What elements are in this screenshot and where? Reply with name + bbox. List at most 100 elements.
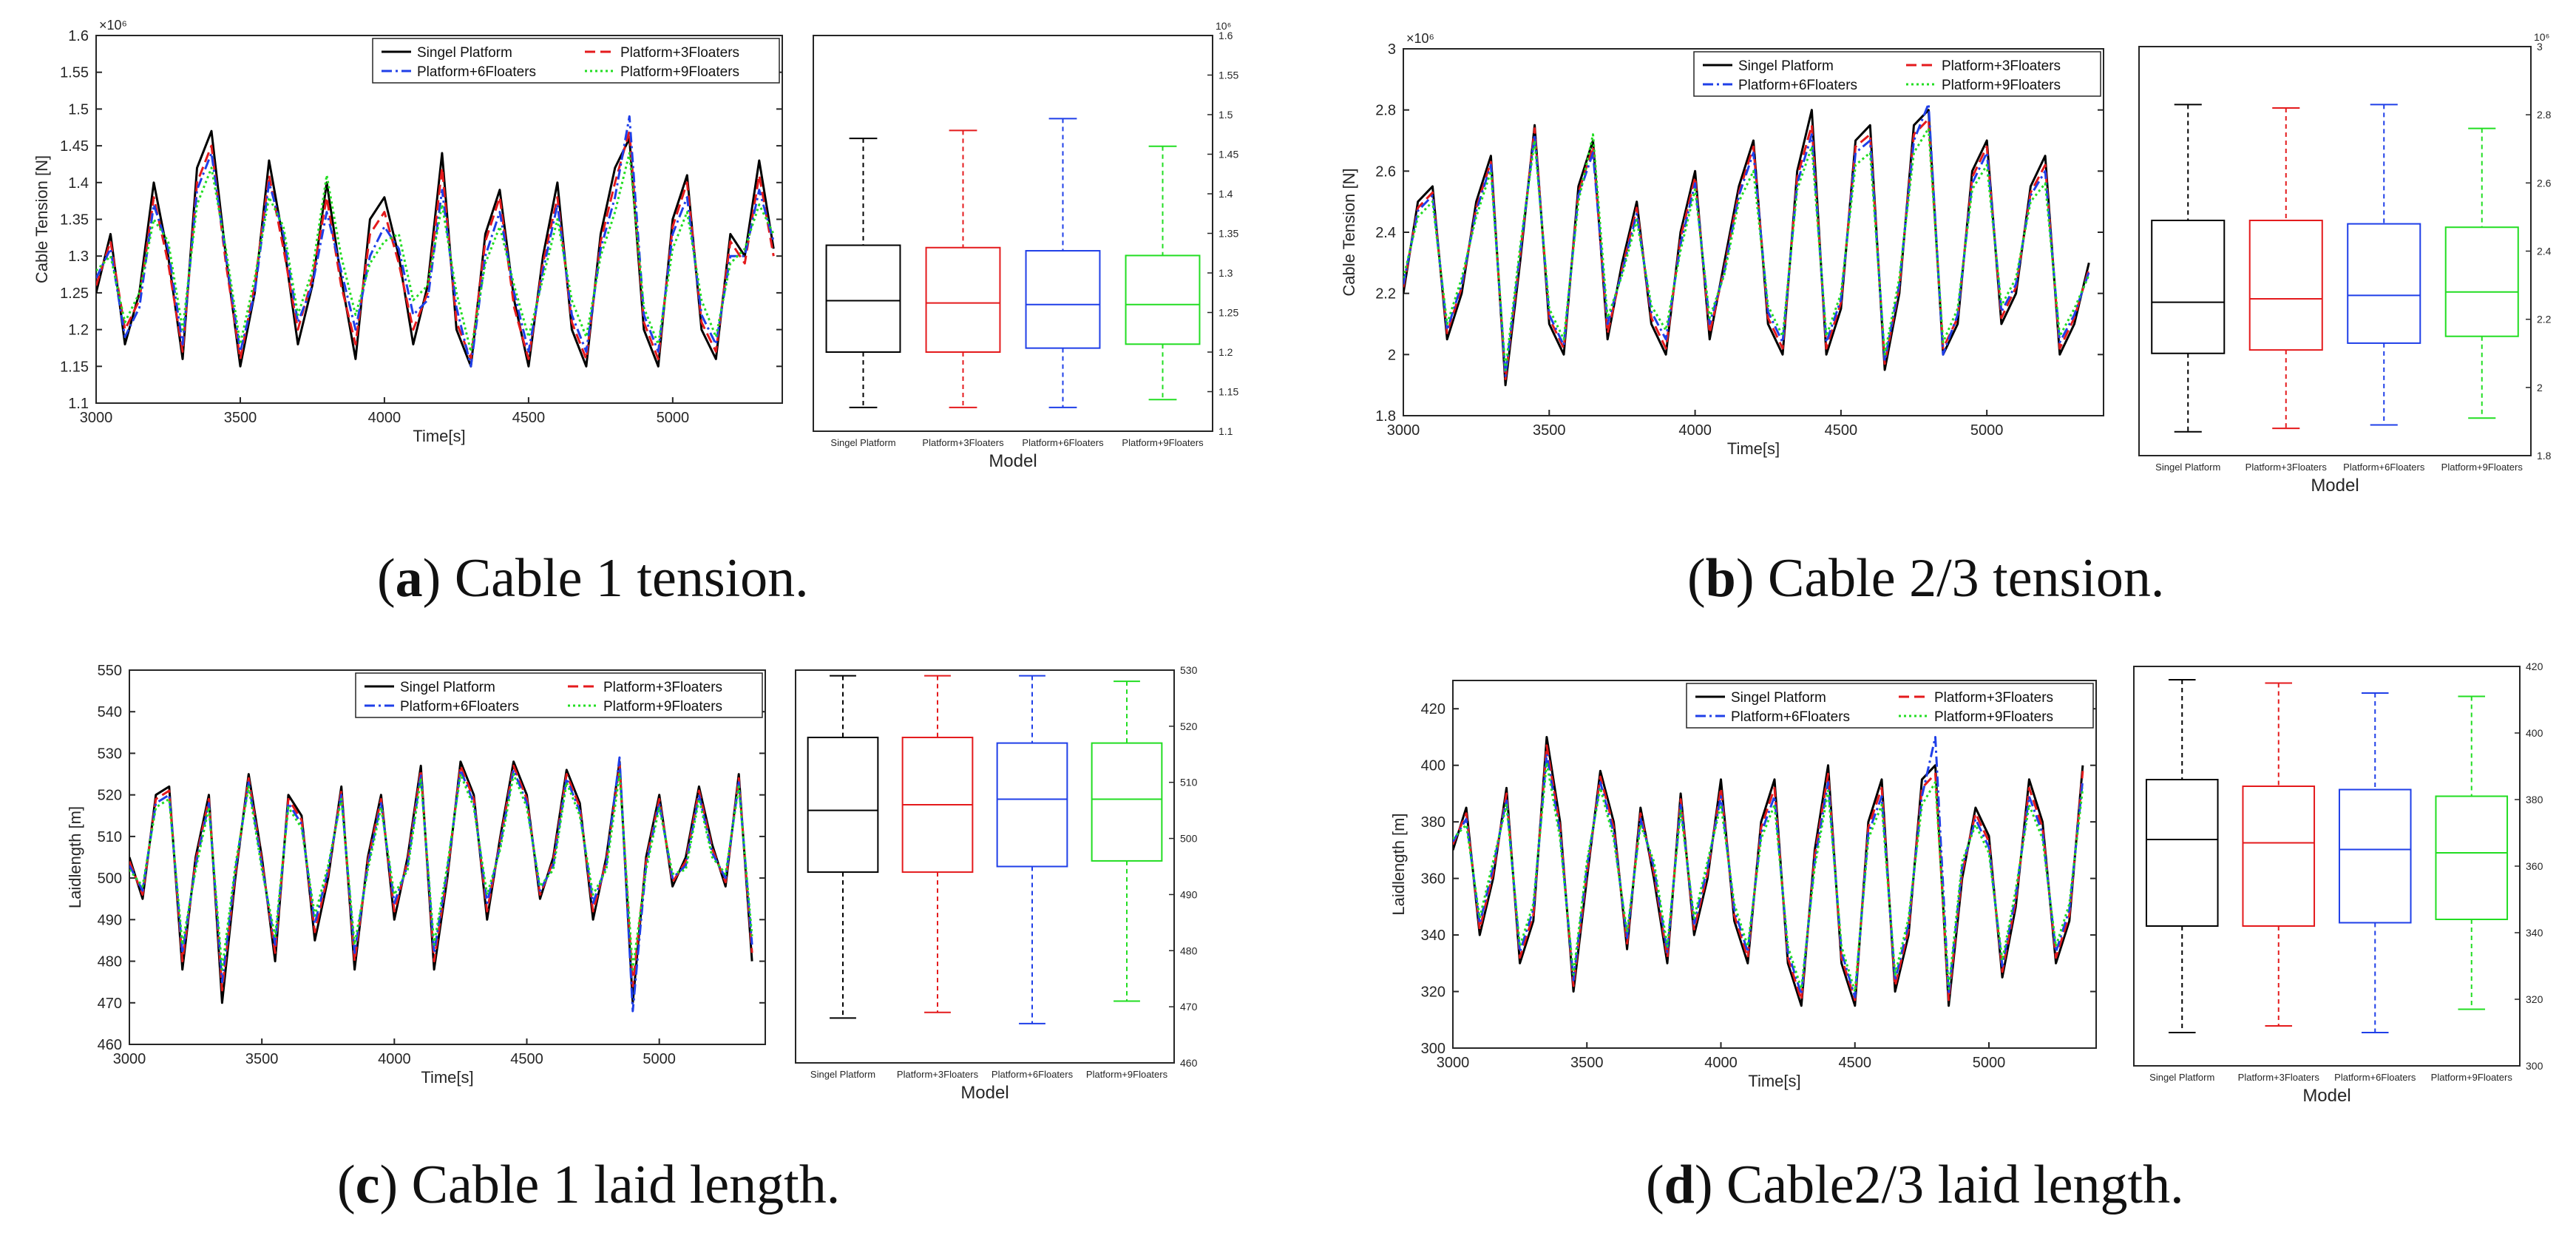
x-tick-label: 3000	[1437, 1055, 1470, 1071]
box-y-scale-note: 10⁶	[2534, 31, 2549, 43]
box-y-tick-label: 1.25	[1218, 307, 1238, 319]
y-scale-note: ×10⁶	[99, 18, 127, 33]
y-tick-label: 2	[1388, 347, 1396, 363]
y-tick-label: 1.35	[60, 212, 89, 229]
box-y-tick-label: 1.2	[1218, 346, 1233, 358]
box-category-label: Platform+3Floaters	[897, 1069, 979, 1080]
box-iqr	[807, 737, 879, 874]
y-tick-label: 500	[98, 871, 122, 887]
x-tick-label: 4000	[1678, 422, 1712, 439]
x-axis-label: Time[s]	[1727, 439, 1780, 458]
y-tick-label: 540	[98, 704, 122, 720]
box-y-tick-label: 520	[1180, 720, 1198, 732]
box-category-label: Singel Platform	[2149, 1072, 2214, 1083]
x-tick-label: 4000	[368, 410, 401, 426]
box-iqr	[1091, 742, 1163, 862]
box-y-tick-label: 2.8	[2537, 109, 2552, 121]
x-tick-label: 3500	[1570, 1055, 1604, 1071]
y-tick-label: 420	[1421, 701, 1445, 717]
series-line-4	[129, 773, 753, 971]
y-tick-label: 2.4	[1375, 225, 1396, 241]
legend-label: Platform+6Floaters	[417, 64, 536, 80]
x-tick-label: 3500	[1533, 422, 1566, 439]
box-category-label: Platform+3Floaters	[2238, 1072, 2320, 1083]
x-tick-label: 5000	[1973, 1055, 2006, 1071]
box-y-tick-label: 530	[1180, 664, 1198, 676]
x-axis-label: Time[s]	[1748, 1072, 1800, 1090]
box-y-tick-label: 320	[2526, 993, 2543, 1005]
y-tick-label: 1.45	[60, 138, 89, 155]
box-category-label: Platform+6Floaters	[2343, 462, 2425, 473]
box-y-tick-label: 2.2	[2537, 314, 2552, 325]
box-iqr	[925, 246, 1001, 354]
series-line-2	[1403, 118, 2090, 380]
box-iqr	[2435, 795, 2509, 920]
y-tick-label: 1.6	[68, 28, 89, 44]
box-y-tick-label: 510	[1180, 777, 1198, 788]
box-iqr	[825, 244, 901, 353]
box-x-axis-label: Model	[2302, 1086, 2350, 1106]
box-y-tick-label: 1.1	[1218, 425, 1233, 437]
box-category-label: Platform+3Floaters	[922, 437, 1004, 448]
y-axis-label: Laidlength [m]	[1389, 813, 1408, 915]
plot-area-c	[129, 669, 766, 1045]
legend-label: Singel Platform	[1738, 58, 1834, 74]
box-x-axis-label: Model	[2311, 476, 2359, 496]
x-axis-label: Time[s]	[413, 427, 465, 445]
y-axis-label: Cable Tension [N]	[1340, 168, 1358, 296]
y-tick-label: 530	[98, 746, 122, 762]
box-iqr	[2145, 779, 2219, 927]
y-tick-label: 520	[98, 788, 122, 804]
x-tick-label: 4500	[512, 410, 546, 426]
legend-label: Platform+3Floaters	[603, 680, 722, 695]
y-axis-label: Cable Tension [N]	[33, 155, 51, 283]
legend-label: Platform+3Floaters	[1942, 58, 2061, 74]
legend-label: Singel Platform	[400, 680, 495, 695]
box-y-tick-label: 380	[2526, 794, 2543, 805]
series-line-3	[129, 756, 753, 1013]
box-iqr	[1025, 250, 1101, 349]
x-tick-label: 5000	[643, 1051, 676, 1067]
y-tick-label: 360	[1421, 871, 1445, 888]
x-tick-label: 4500	[510, 1051, 543, 1067]
legend-box	[1693, 51, 2101, 97]
y-tick-label: 380	[1421, 814, 1445, 831]
box-y-tick-label: 1.15	[1218, 386, 1238, 398]
box-iqr	[2338, 788, 2412, 924]
box-iqr	[2444, 226, 2519, 337]
legend-box	[355, 672, 763, 718]
series-line-4	[1453, 761, 2084, 993]
caption-d: (d) Cable2/3 laid length.	[1646, 1155, 2184, 1215]
box-y-tick-label: 3	[2537, 41, 2543, 53]
box-y-scale-note: 10⁶	[1216, 20, 1231, 32]
box-iqr	[2242, 786, 2316, 927]
x-tick-label: 4000	[378, 1051, 411, 1067]
box-x-axis-label: Model	[960, 1083, 1009, 1103]
box-iqr	[2248, 220, 2323, 351]
legend-label: Platform+3Floaters	[620, 45, 739, 61]
caption-c: (c) Cable 1 laid length.	[337, 1155, 841, 1215]
series-line-3	[1403, 102, 2090, 377]
chart-b: 1.8 2 2.2 2.4 2.6 2.8 3 3000 3500 4000 4500 5000 Tim…	[1340, 31, 2552, 496]
y-tick-label: 320	[1421, 984, 1445, 1001]
box-category-label: Platform+9Floaters	[1086, 1069, 1168, 1080]
x-tick-label: 5000	[1970, 422, 2004, 439]
box-y-tick-label: 2.6	[2537, 177, 2552, 189]
y-axis-label: Laidlength [m]	[66, 806, 84, 908]
caption-a: (a) Cable 1 tension.	[377, 548, 809, 609]
boxplot-area-c	[795, 669, 1175, 1064]
series-line-4	[1403, 127, 2090, 371]
boxplot-area-a	[813, 35, 1213, 432]
y-tick-label: 1.5	[68, 101, 89, 118]
y-tick-label: 2.2	[1375, 286, 1396, 303]
y-tick-label: 480	[98, 954, 122, 970]
legend-label: Platform+9Floaters	[620, 64, 739, 80]
chart-d: 300 320 340 360 380 400 420 3000 3500 4000 4500 500…	[1389, 661, 2543, 1106]
box-y-tick-label: 480	[1180, 945, 1198, 956]
plot-area-b	[1403, 48, 2104, 416]
y-tick-label: 490	[98, 912, 122, 928]
x-tick-label: 4500	[1839, 1055, 1872, 1071]
y-tick-label: 510	[98, 829, 122, 845]
legend-label: Singel Platform	[417, 45, 512, 61]
